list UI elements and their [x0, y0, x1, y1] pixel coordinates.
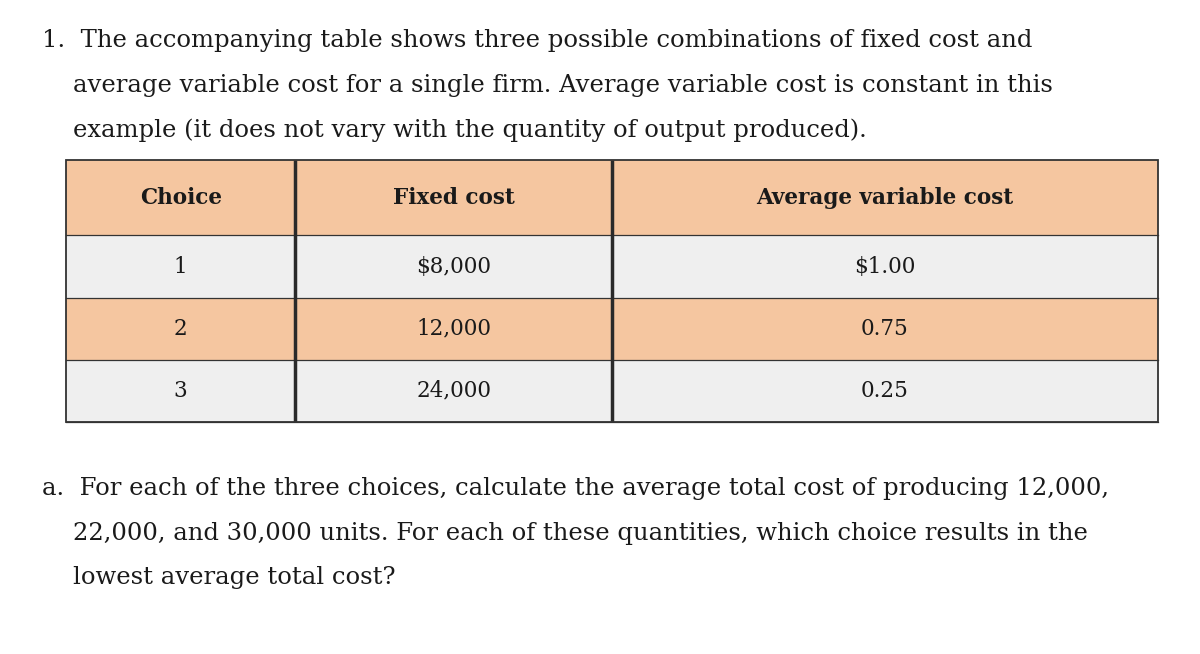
Bar	[612, 298, 1158, 360]
Text: a.  For each of the three choices, calculate the average total cost of producing: a. For each of the three choices, calcul…	[42, 477, 1109, 500]
Text: 24,000: 24,000	[416, 380, 491, 402]
Text: 0.25: 0.25	[862, 380, 908, 402]
Text: 2: 2	[174, 318, 187, 339]
Text: 1: 1	[174, 256, 187, 277]
Bar	[295, 360, 612, 422]
Bar	[295, 235, 612, 298]
Text: $8,000: $8,000	[416, 256, 491, 277]
Bar	[612, 360, 1158, 422]
Text: lowest average total cost?: lowest average total cost?	[42, 566, 396, 589]
Text: 0.75: 0.75	[862, 318, 908, 339]
Bar	[66, 160, 295, 235]
Bar	[66, 298, 295, 360]
Text: example (it does not vary with the quantity of output produced).: example (it does not vary with the quant…	[42, 118, 866, 142]
Bar	[612, 160, 1158, 235]
Bar	[612, 235, 1158, 298]
Text: $1.00: $1.00	[854, 256, 916, 277]
Bar	[295, 298, 612, 360]
Text: Choice: Choice	[139, 187, 222, 209]
Text: Average variable cost: Average variable cost	[756, 187, 1014, 209]
Text: 1.  The accompanying table shows three possible combinations of fixed cost and: 1. The accompanying table shows three po…	[42, 29, 1032, 52]
Bar	[66, 235, 295, 298]
Bar	[66, 160, 1158, 422]
Text: 3: 3	[174, 380, 187, 402]
Bar	[66, 360, 295, 422]
Bar	[295, 160, 612, 235]
Text: 12,000: 12,000	[416, 318, 491, 339]
Text: average variable cost for a single firm. Average variable cost is constant in th: average variable cost for a single firm.…	[42, 74, 1052, 97]
Text: Fixed cost: Fixed cost	[392, 187, 515, 209]
Text: 22,000, and 30,000 units. For each of these quantities, which choice results in : 22,000, and 30,000 units. For each of th…	[42, 522, 1088, 545]
